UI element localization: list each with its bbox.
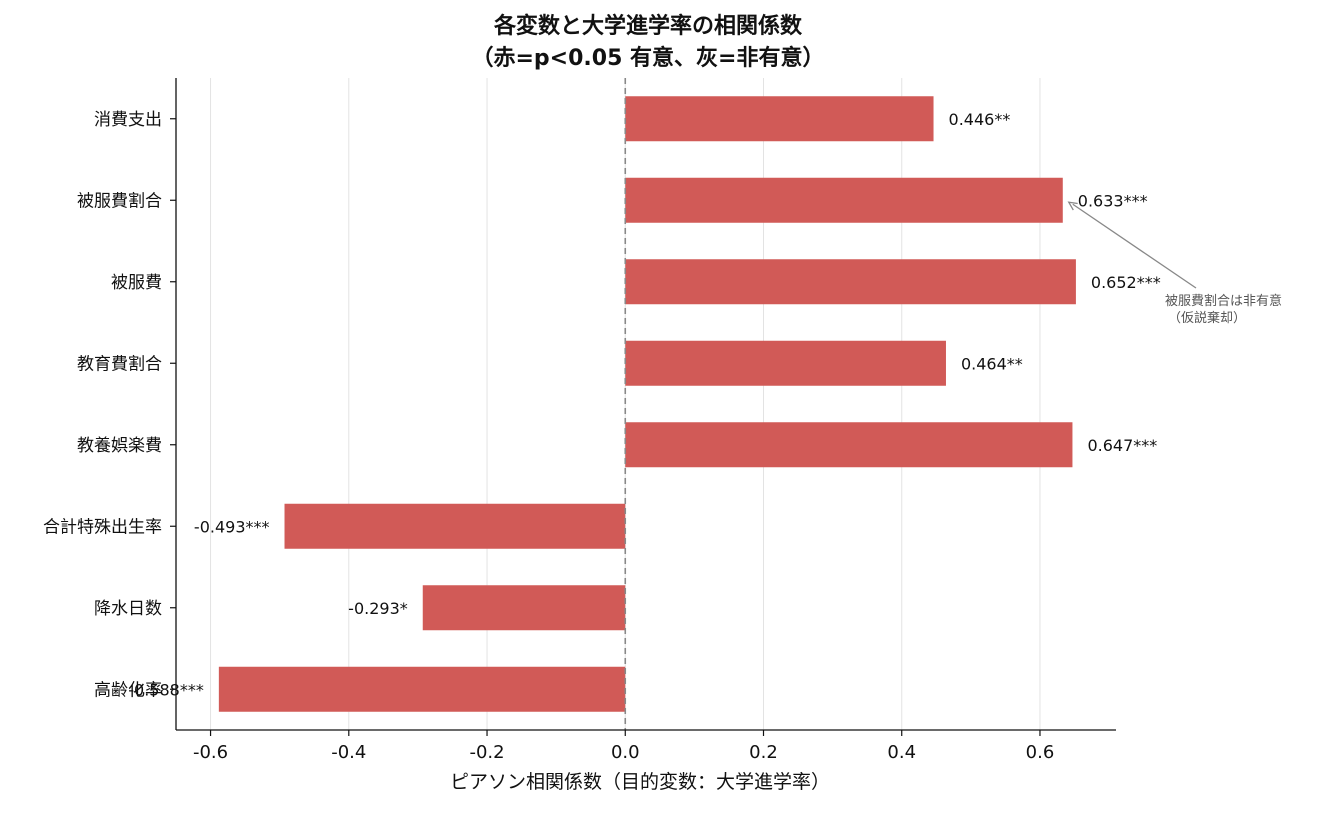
- x-tick-label: -0.6: [193, 742, 228, 763]
- category-label: 教養娯楽費: [77, 436, 162, 456]
- value-label: -0.588***: [128, 680, 204, 699]
- category-label: 降水日数: [94, 599, 162, 619]
- category-label: 消費支出: [94, 110, 162, 130]
- value-label: 0.652***: [1091, 273, 1161, 292]
- value-label: -0.293*: [348, 599, 408, 618]
- annotation-arrow-line: [1072, 203, 1197, 289]
- x-axis-title: ピアソン相関係数（目的変数：大学進学率）: [450, 771, 830, 793]
- value-label: -0.493***: [194, 517, 270, 536]
- x-tick-label: 0.0: [611, 742, 640, 763]
- bars: [218, 96, 1076, 712]
- annotation-text: 被服費割合は非有意: [1165, 293, 1282, 309]
- bar: [422, 585, 626, 631]
- x-tick-label: 0.2: [749, 742, 778, 763]
- category-label: 高齢化率: [94, 680, 162, 700]
- bar: [218, 666, 626, 712]
- annotation: 被服費割合は非有意（仮説棄却）: [1067, 201, 1282, 326]
- bar: [625, 259, 1076, 305]
- value-label: 0.464**: [961, 354, 1023, 373]
- annotation-text: （仮説棄却）: [1168, 310, 1246, 326]
- x-tick-label: -0.4: [331, 742, 366, 763]
- category-label: 教育費割合: [77, 354, 162, 374]
- x-tick-label: 0.6: [1026, 742, 1055, 763]
- bar: [625, 177, 1063, 223]
- chart-title: 各変数と大学進学率の相関係数: [493, 13, 803, 39]
- category-label: 合計特殊出生率: [43, 517, 162, 537]
- labels: -0.6 -0.4 -0.2 0.0 0.2 0.4 0.6 消費支出被服費割合被服費教育費割…: [43, 110, 1161, 763]
- bar: [625, 96, 934, 142]
- chart-subtitle: （赤=p<0.05 有意、灰=非有意）: [472, 45, 825, 71]
- x-tick-label: 0.4: [887, 742, 916, 763]
- value-label: 0.647***: [1087, 436, 1157, 455]
- bar: [284, 503, 626, 549]
- value-label: 0.633***: [1078, 191, 1148, 210]
- annotation-arrow-head: [1067, 201, 1078, 211]
- category-label: 被服費割合: [77, 191, 162, 211]
- axes: [170, 78, 1116, 736]
- bar: [625, 340, 946, 386]
- bar: [625, 422, 1073, 468]
- x-tick-label: -0.2: [469, 742, 504, 763]
- category-label: 被服費: [111, 273, 162, 293]
- value-label: 0.446**: [949, 110, 1011, 129]
